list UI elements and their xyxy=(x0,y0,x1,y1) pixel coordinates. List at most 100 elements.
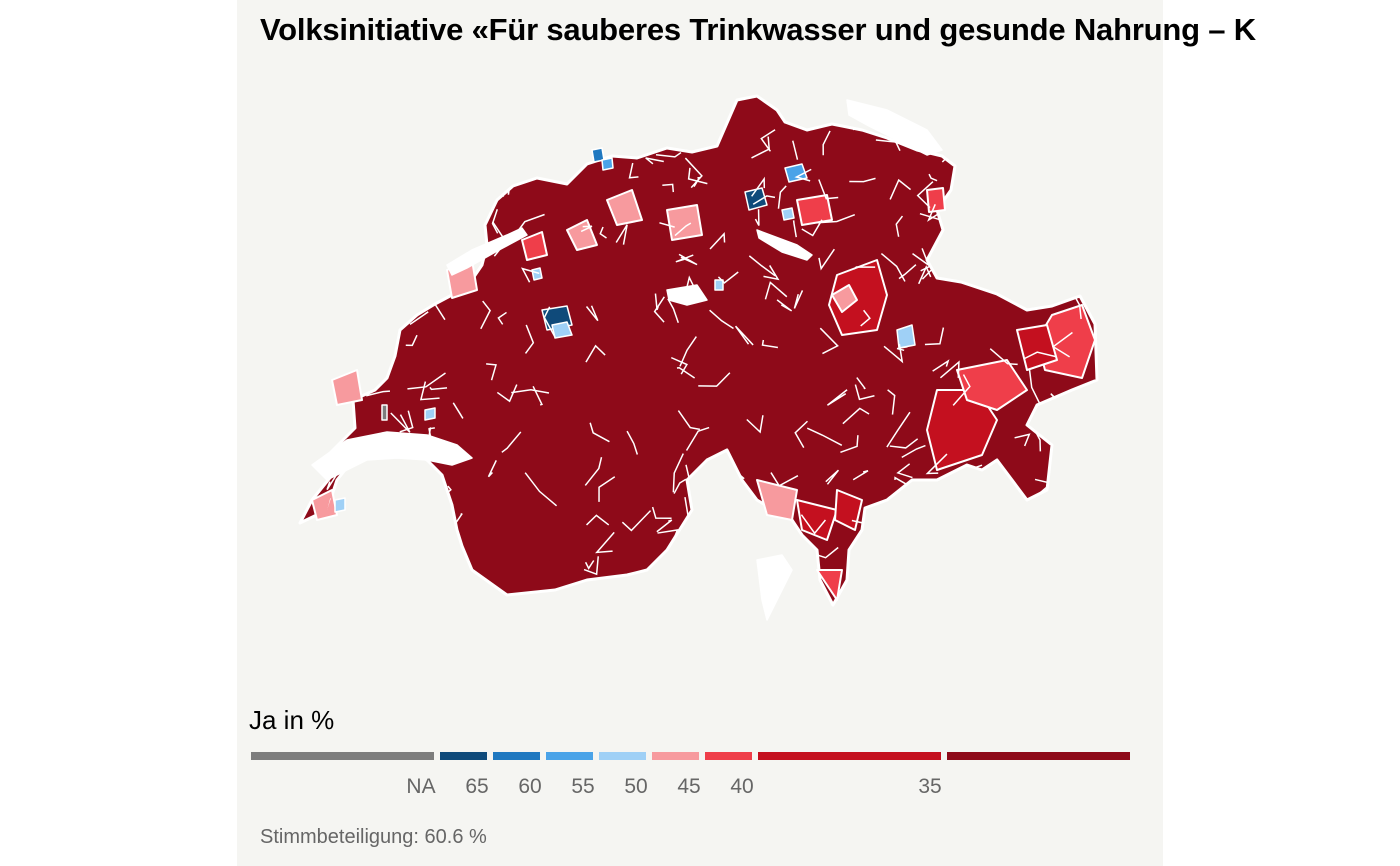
turnout-note: Stimmbeteiligung: 60.6 % xyxy=(260,826,487,848)
municipality-border xyxy=(932,359,950,372)
municipality-border xyxy=(366,390,391,397)
municipality-border xyxy=(912,248,931,268)
municipality-border xyxy=(347,331,367,345)
municipality-border xyxy=(826,389,848,406)
legend-tick-65: 65 xyxy=(465,775,489,798)
city-geneva xyxy=(334,497,346,513)
municipality-border xyxy=(994,555,1008,576)
legend-tick-45: 45 xyxy=(677,775,701,798)
municipality-border xyxy=(662,183,675,193)
municipality-border xyxy=(818,179,839,200)
lake-neuchatel xyxy=(446,227,528,276)
municipality-border xyxy=(676,366,696,379)
municipality-border xyxy=(800,514,827,535)
legend-tick-50: 50 xyxy=(624,775,648,798)
municipality-border xyxy=(895,215,904,237)
municipality-border xyxy=(711,515,732,537)
municipality-border xyxy=(410,510,428,528)
city-uster xyxy=(781,207,795,221)
municipality-border xyxy=(501,431,522,453)
municipality-border xyxy=(395,543,412,569)
municipality-border xyxy=(748,255,776,277)
city-riehen xyxy=(601,157,614,171)
municipality-border xyxy=(412,500,436,519)
city-lausanne xyxy=(424,407,436,421)
municipality-border xyxy=(379,266,404,281)
legend-swatch-65-plus xyxy=(440,752,487,760)
municipality-border xyxy=(763,265,780,281)
municipality-border xyxy=(1075,462,1095,472)
municipality-border xyxy=(411,298,428,311)
municipality-border xyxy=(792,140,799,160)
municipality-border xyxy=(1051,162,1069,203)
municipality-border xyxy=(793,290,804,309)
municipality-border xyxy=(924,327,945,346)
legend-swatch-40-45 xyxy=(705,752,752,760)
municipality-border xyxy=(410,467,424,489)
municipality-border xyxy=(886,411,911,448)
municipality-border xyxy=(1075,419,1087,434)
municipality-border xyxy=(524,324,535,354)
municipality-border xyxy=(852,470,869,481)
municipality-border xyxy=(393,262,413,281)
municipality-border xyxy=(404,541,415,554)
municipality-border xyxy=(840,435,859,453)
municipality-border xyxy=(1014,433,1031,447)
municipality-border xyxy=(1024,351,1056,360)
municipality-border xyxy=(919,212,941,221)
municipality-border xyxy=(925,453,948,475)
municipality-border xyxy=(972,261,1002,279)
municipality-border xyxy=(386,134,403,155)
municipality-border xyxy=(987,227,1008,243)
municipality-border xyxy=(345,125,367,138)
municipality-border xyxy=(583,556,599,576)
municipality-border xyxy=(317,268,338,279)
municipality-border xyxy=(452,402,464,419)
municipality-border xyxy=(794,420,808,449)
municipality-border xyxy=(928,173,938,182)
municipality-border xyxy=(382,303,406,324)
municipality-border xyxy=(851,553,867,574)
municipality-border xyxy=(887,389,896,415)
legend-swatch-60-65 xyxy=(493,752,540,760)
municipality-border xyxy=(1047,166,1067,193)
municipality-border xyxy=(496,384,518,403)
municipality-border xyxy=(595,531,615,554)
municipality-border xyxy=(349,142,382,153)
municipality-border xyxy=(511,388,550,394)
municipality-border xyxy=(717,271,739,284)
municipality-border xyxy=(751,176,766,197)
municipality-border xyxy=(314,308,321,345)
municipality-border xyxy=(825,469,840,485)
municipality-border xyxy=(645,157,664,165)
municipality-border xyxy=(675,254,694,263)
municipality-border xyxy=(764,281,788,300)
municipality-border xyxy=(405,334,418,347)
region-biel xyxy=(521,231,548,261)
municipality-border xyxy=(734,325,754,346)
municipality-border xyxy=(842,407,870,425)
municipality-border xyxy=(1040,112,1055,134)
municipality-border xyxy=(777,185,787,209)
legend-swatch-50-55 xyxy=(599,752,646,760)
municipality-border xyxy=(520,267,540,283)
municipality-border xyxy=(382,456,394,493)
municipality-border xyxy=(379,128,396,145)
municipality-border xyxy=(491,221,507,257)
municipality-border xyxy=(313,559,326,579)
region-st-gallen xyxy=(926,187,946,213)
municipality-border xyxy=(1080,199,1097,222)
region-geneva xyxy=(311,489,338,521)
municipality-border xyxy=(524,472,558,507)
municipality-border xyxy=(352,143,383,151)
switzerland-map xyxy=(298,94,1099,621)
municipality-border xyxy=(746,415,764,434)
municipality-border xyxy=(651,506,672,519)
municipality-border xyxy=(400,213,413,222)
municipality-border xyxy=(1028,536,1038,567)
lake-lucerne xyxy=(666,284,708,306)
municipality-border xyxy=(989,348,1018,366)
municipality-border xyxy=(898,264,917,280)
municipality-border xyxy=(362,137,379,171)
municipality-border xyxy=(794,168,812,182)
